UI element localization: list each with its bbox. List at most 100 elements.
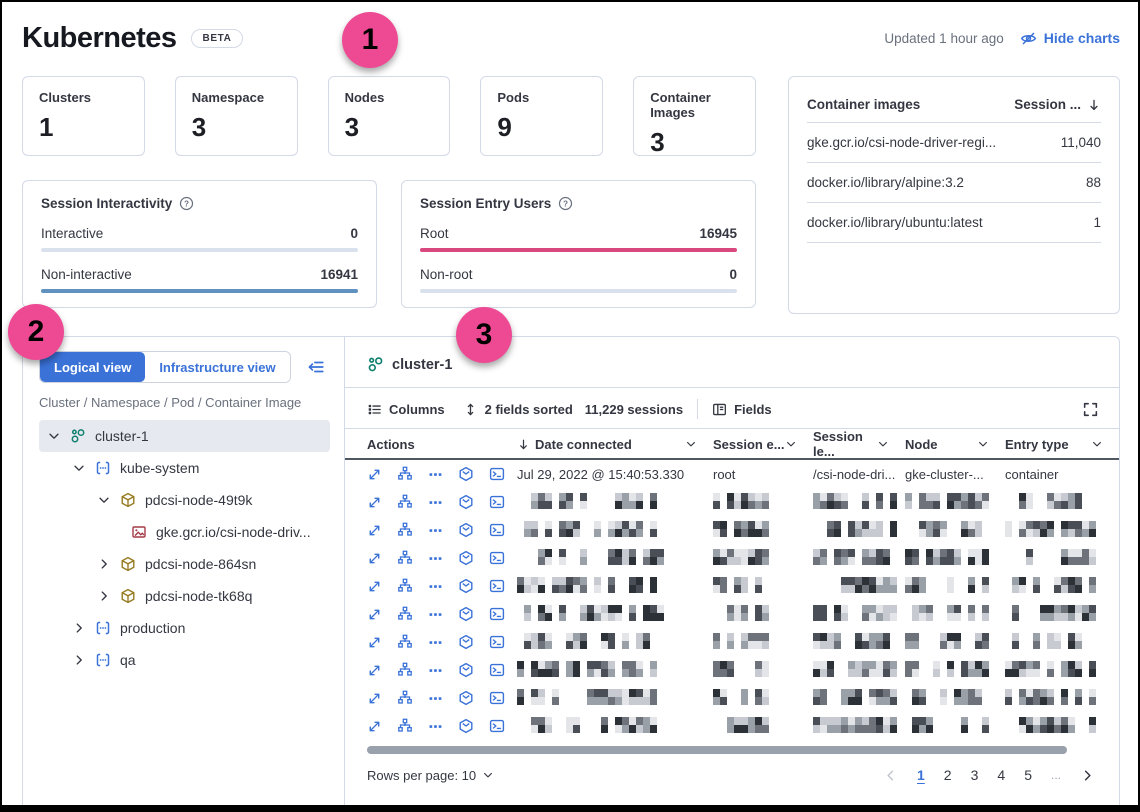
- table-row-redacted[interactable]: [345, 656, 1119, 684]
- session-cube-icon[interactable]: [458, 578, 474, 594]
- session-cube-icon[interactable]: [458, 690, 474, 706]
- container-image-row[interactable]: gke.gcr.io/csi-node-driver-regi... 11,04…: [807, 123, 1101, 163]
- terminal-icon[interactable]: [489, 522, 505, 538]
- question-circle-icon[interactable]: [558, 196, 573, 211]
- more-dots-icon[interactable]: [428, 691, 443, 706]
- table-row-redacted[interactable]: [345, 572, 1119, 600]
- container-image-row[interactable]: docker.io/library/ubuntu:latest 1: [807, 203, 1101, 243]
- sorted-fields-button[interactable]: 2 fields sorted: [463, 402, 573, 417]
- container-images-col-header[interactable]: Container images: [807, 97, 921, 112]
- session-cube-icon[interactable]: [458, 662, 474, 678]
- tree-item-production[interactable]: production: [39, 612, 330, 644]
- question-circle-icon[interactable]: [179, 196, 194, 211]
- page-3-button[interactable]: 3: [970, 767, 979, 783]
- expand-icon[interactable]: [367, 663, 382, 678]
- tree-item-container-image[interactable]: gke.gcr.io/csi-node-driv...: [39, 516, 330, 548]
- tree-item-kube-system[interactable]: kube-system: [39, 452, 330, 484]
- analyzer-icon[interactable]: [397, 606, 413, 622]
- session-cube-icon[interactable]: [458, 634, 474, 650]
- expand-icon[interactable]: [367, 551, 382, 566]
- column-menu-chevron-icon[interactable]: [1091, 438, 1103, 450]
- infrastructure-view-button[interactable]: Infrastructure view: [145, 352, 290, 382]
- expand-icon[interactable]: [367, 719, 382, 734]
- session-cube-icon[interactable]: [458, 718, 474, 734]
- analyzer-icon[interactable]: [397, 494, 413, 510]
- column-menu-chevron-icon[interactable]: [977, 438, 989, 450]
- analyzer-icon[interactable]: [397, 662, 413, 678]
- terminal-icon[interactable]: [489, 550, 505, 566]
- more-dots-icon[interactable]: [428, 495, 443, 510]
- col-session-entry[interactable]: Session e...: [713, 437, 813, 452]
- tree-item-pdcsi-node-tk68q[interactable]: pdcsi-node-tk68q: [39, 580, 330, 612]
- tree-item-pdcsi-node-49t9k[interactable]: pdcsi-node-49t9k: [39, 484, 330, 516]
- chevron-down-icon[interactable]: [47, 429, 61, 443]
- horizontal-scrollbar[interactable]: [367, 746, 1067, 754]
- terminal-icon[interactable]: [489, 690, 505, 706]
- table-row-redacted[interactable]: [345, 600, 1119, 628]
- analyzer-icon[interactable]: [397, 690, 413, 706]
- expand-icon[interactable]: [367, 467, 382, 482]
- fullscreen-button[interactable]: [1082, 401, 1099, 418]
- analyzer-icon[interactable]: [397, 634, 413, 650]
- analyzer-icon[interactable]: [397, 578, 413, 594]
- more-dots-icon[interactable]: [428, 551, 443, 566]
- container-image-row[interactable]: docker.io/library/alpine:3.2 88: [807, 163, 1101, 203]
- collapse-tree-button[interactable]: [307, 358, 325, 376]
- terminal-icon[interactable]: [489, 634, 505, 650]
- expand-icon[interactable]: [367, 635, 382, 650]
- table-row-redacted[interactable]: [345, 628, 1119, 656]
- page-5-button[interactable]: 5: [1024, 767, 1032, 783]
- page-1-button[interactable]: 1: [917, 767, 925, 783]
- expand-icon[interactable]: [367, 523, 382, 538]
- tree-item-pdcsi-node-864sn[interactable]: pdcsi-node-864sn: [39, 548, 330, 580]
- analyzer-icon[interactable]: [397, 550, 413, 566]
- more-dots-icon[interactable]: [428, 607, 443, 622]
- col-node[interactable]: Node: [905, 437, 1005, 452]
- session-cube-icon[interactable]: [458, 522, 474, 538]
- expand-icon[interactable]: [367, 579, 382, 594]
- analyzer-icon[interactable]: [397, 522, 413, 538]
- more-dots-icon[interactable]: [428, 523, 443, 538]
- page-4-button[interactable]: 4: [997, 767, 1006, 783]
- chevron-right-icon[interactable]: [72, 621, 86, 635]
- analyzer-icon[interactable]: [397, 718, 413, 734]
- terminal-icon[interactable]: [489, 466, 505, 482]
- logical-view-button[interactable]: Logical view: [40, 352, 146, 382]
- col-session-leader[interactable]: Session le...: [813, 429, 905, 459]
- rows-per-page-select[interactable]: Rows per page: 10: [367, 768, 494, 783]
- column-menu-chevron-icon[interactable]: [685, 438, 697, 450]
- terminal-icon[interactable]: [489, 718, 505, 734]
- prev-page-button[interactable]: [883, 768, 898, 783]
- terminal-icon[interactable]: [489, 578, 505, 594]
- table-row-redacted[interactable]: [345, 544, 1119, 572]
- table-row-redacted[interactable]: [345, 712, 1119, 740]
- expand-icon[interactable]: [367, 495, 382, 510]
- more-dots-icon[interactable]: [428, 635, 443, 650]
- chevron-right-icon[interactable]: [97, 557, 111, 571]
- chevron-right-icon[interactable]: [97, 589, 111, 603]
- tree-item-cluster-1[interactable]: cluster-1: [39, 420, 330, 452]
- expand-icon[interactable]: [367, 691, 382, 706]
- more-dots-icon[interactable]: [428, 663, 443, 678]
- chevron-right-icon[interactable]: [72, 653, 86, 667]
- tree-item-qa[interactable]: qa: [39, 644, 330, 676]
- column-menu-chevron-icon[interactable]: [877, 438, 889, 450]
- terminal-icon[interactable]: [489, 662, 505, 678]
- session-cube-icon[interactable]: [458, 550, 474, 566]
- table-row[interactable]: Jul 29, 2022 @ 15:40:53.330 root /csi-no…: [345, 460, 1119, 488]
- table-row-redacted[interactable]: [345, 684, 1119, 712]
- more-dots-icon[interactable]: [428, 467, 443, 482]
- columns-button[interactable]: Columns: [367, 402, 445, 417]
- expand-icon[interactable]: [367, 607, 382, 622]
- analyzer-icon[interactable]: [397, 466, 413, 482]
- terminal-icon[interactable]: [489, 494, 505, 510]
- next-page-button[interactable]: [1080, 768, 1095, 783]
- sort-desc-icon[interactable]: [1087, 98, 1101, 112]
- more-dots-icon[interactable]: [428, 579, 443, 594]
- sessions-col-header[interactable]: Session ...: [1014, 97, 1081, 112]
- session-cube-icon[interactable]: [458, 606, 474, 622]
- hide-charts-button[interactable]: Hide charts: [1020, 30, 1120, 47]
- more-dots-icon[interactable]: [428, 719, 443, 734]
- column-menu-chevron-icon[interactable]: [785, 438, 797, 450]
- fields-button[interactable]: Fields: [712, 402, 772, 417]
